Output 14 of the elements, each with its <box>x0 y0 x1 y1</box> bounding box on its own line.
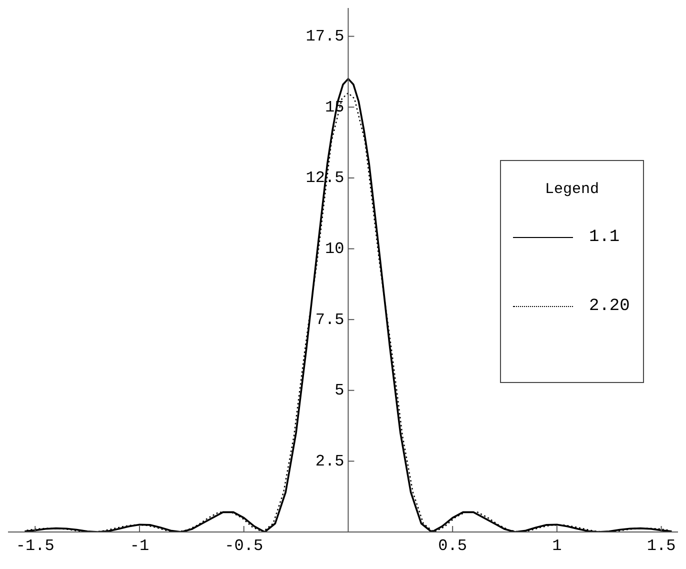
x-tick-label: 1 <box>552 537 562 556</box>
y-tick-label: 7.5 <box>315 310 344 329</box>
legend-label: 1.1 <box>589 228 620 247</box>
x-tick-label: -0.5 <box>224 537 264 556</box>
x-tick-label: -1 <box>130 537 150 556</box>
y-tick-label: 10 <box>325 240 344 258</box>
x-tick-label: 0.5 <box>438 537 467 556</box>
y-tick-label: 5 <box>334 382 344 400</box>
x-tick-label: 1.5 <box>646 537 676 556</box>
legend-label: 2.20 <box>589 297 630 316</box>
y-tick-label: 2.5 <box>315 452 344 470</box>
legend-title: Legend <box>544 181 600 198</box>
y-tick-label: 17.5 <box>306 28 344 46</box>
x-tick-label: -1.5 <box>16 537 54 556</box>
